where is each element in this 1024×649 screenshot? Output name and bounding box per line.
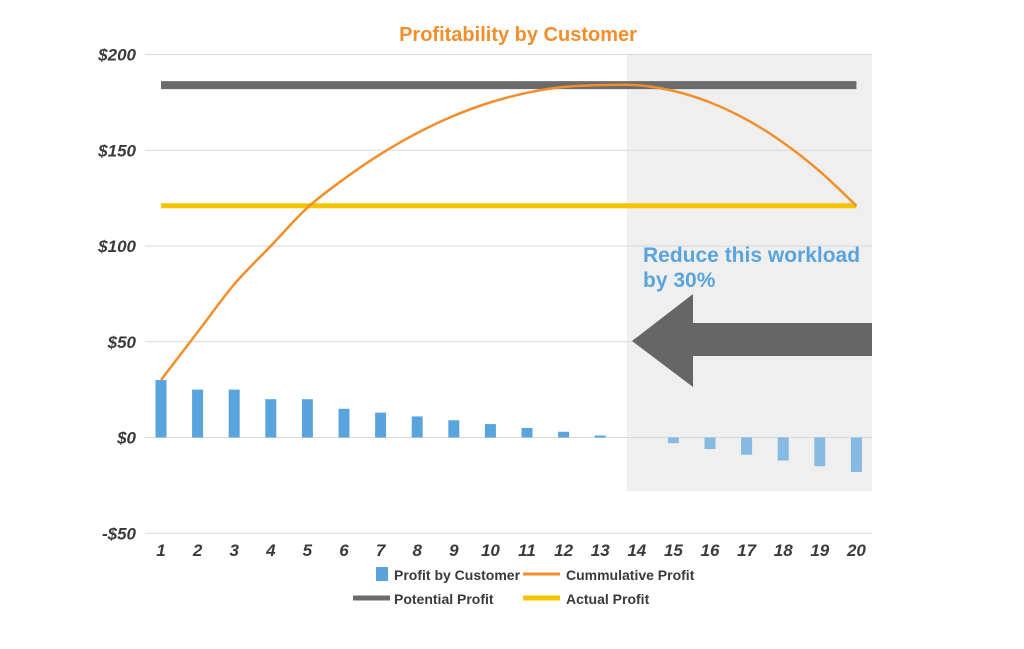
profit-bar	[265, 399, 277, 438]
x-tick-label: 1	[156, 541, 165, 560]
x-tick-label: 4	[265, 541, 276, 560]
x-tick-label: 13	[591, 541, 610, 560]
profit-bar	[338, 408, 350, 438]
y-tick-label: $0	[116, 429, 136, 448]
y-tick-label: $200	[97, 46, 136, 65]
profit-bar	[741, 437, 753, 455]
profit-bar	[228, 389, 240, 438]
profit-bar	[484, 424, 496, 438]
highlight-region	[626, 54, 872, 492]
profit-bar	[521, 427, 533, 438]
x-axis-ticks: 1 2 3 4 5 6 7 8 9 10 11 12 13 14 15 16 17 18 19 20	[156, 541, 866, 560]
cumulative-profit-line	[160, 83, 858, 381]
chart-title: Profitability by Customer	[399, 24, 637, 46]
x-tick-label: 19	[810, 541, 829, 560]
annotation-line-2: by 30%	[643, 269, 716, 292]
x-tick-label: 7	[376, 541, 387, 560]
legend-swatch-profit-by-customer	[376, 567, 388, 581]
legend: Profit by Customer Cummulative Profit Po…	[353, 567, 695, 607]
y-axis-ticks: -$50 $0 $50 $100 $150 $200	[97, 46, 136, 544]
profit-bar	[301, 399, 313, 438]
x-tick-label: 20	[846, 541, 866, 560]
profit-bars	[155, 380, 862, 472]
x-tick-label: 14	[627, 541, 646, 560]
x-tick-label: 16	[701, 541, 720, 560]
legend-label-cummulative-profit: Cummulative Profit	[566, 567, 695, 583]
profit-bar	[704, 437, 716, 449]
x-tick-label: 18	[774, 541, 793, 560]
x-tick-label: 5	[303, 541, 313, 560]
annotation-line-1: Reduce this workload	[643, 244, 860, 267]
y-tick-label: $150	[97, 141, 136, 160]
legend-label-actual-profit: Actual Profit	[566, 591, 650, 607]
profit-bar	[411, 416, 423, 438]
y-tick-label: $100	[97, 237, 136, 256]
legend-label-potential-profit: Potential Profit	[394, 591, 494, 607]
profit-bar	[667, 437, 679, 444]
profit-bar	[448, 420, 460, 438]
legend-label-profit-by-customer: Profit by Customer	[394, 567, 521, 583]
profit-bar	[155, 380, 167, 438]
x-tick-label: 11	[518, 541, 536, 560]
profit-bar	[594, 435, 606, 438]
left-arrow-icon	[632, 294, 872, 387]
profit-bar	[558, 431, 570, 438]
x-tick-label: 9	[449, 541, 459, 560]
x-tick-label: 6	[339, 541, 349, 560]
x-tick-label: 3	[229, 541, 239, 560]
profit-bar	[192, 389, 204, 438]
profit-bar	[375, 412, 387, 438]
x-tick-label: 12	[554, 541, 573, 560]
x-tick-label: 15	[664, 541, 683, 560]
y-tick-label: -$50	[102, 524, 137, 543]
x-tick-label: 17	[737, 541, 757, 560]
x-tick-label: 10	[481, 541, 500, 560]
x-tick-label: 8	[412, 541, 422, 560]
y-tick-label: $50	[107, 333, 137, 352]
profit-bar	[814, 437, 826, 467]
x-tick-label: 2	[192, 541, 203, 560]
profit-bar	[777, 437, 789, 461]
profit-bar	[850, 437, 862, 472]
